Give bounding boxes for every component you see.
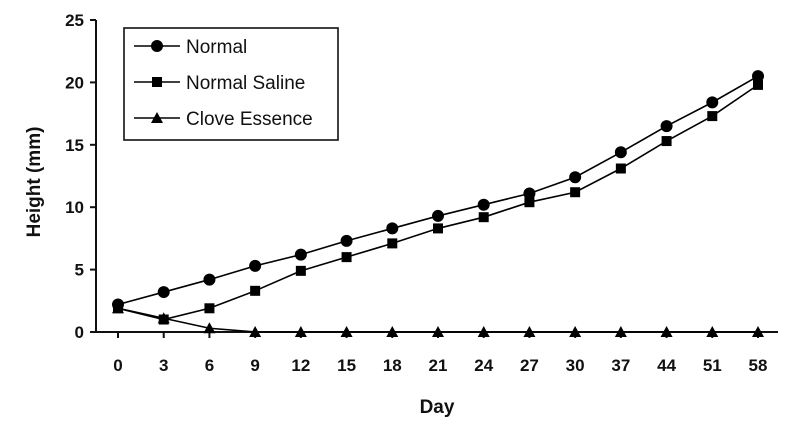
data-point-clove-essence [340,326,353,337]
data-point-clove-essence [660,326,673,337]
data-point-normal-saline [387,238,398,249]
data-point-normal [249,259,262,272]
data-point-normal-saline [707,111,718,122]
data-point-normal [432,209,444,222]
data-point-clove-essence [614,326,627,337]
data-point-normal-saline [433,223,443,234]
data-point-normal [706,96,719,109]
x-tick-label: 51 [703,356,722,375]
data-point-clove-essence [294,326,307,337]
data-point-normal [660,120,673,133]
chart-legend: Normal Normal Saline Clove Essence [123,27,339,141]
data-point-clove-essence [523,326,536,337]
data-point-normal-saline [661,136,672,147]
x-tick-label: 37 [611,356,630,375]
data-point-normal-saline [524,197,535,208]
data-point-clove-essence [432,326,444,337]
data-point-normal [294,248,307,261]
legend-marker-normal [151,40,163,52]
legend-label-normal-saline: Normal Saline [186,73,305,94]
data-point-clove-essence [112,302,124,314]
x-tick-label: 12 [291,356,310,375]
data-point-normal-saline [295,265,306,276]
data-point-normal-saline [341,252,352,263]
x-tick-label: 3 [159,356,168,375]
y-tick-label: 15 [65,136,84,155]
series-clove-essence [112,302,764,337]
x-axis-title: Day [420,397,455,418]
x-tick-label: 9 [250,356,259,375]
data-point-clove-essence [203,322,216,334]
x-tick-label: 58 [749,356,768,375]
data-point-normal-saline [250,285,261,296]
data-point-normal-saline [615,163,626,174]
y-tick-label: 10 [65,198,84,217]
data-point-normal [340,234,353,247]
data-point-clove-essence [706,326,719,337]
data-point-normal [614,146,627,159]
data-point-normal-saline [204,303,215,314]
data-point-clove-essence [477,326,490,337]
x-tick-label: 44 [657,356,676,375]
y-tick-label: 0 [75,323,84,342]
y-tick-label: 20 [65,73,84,92]
data-point-normal-saline [570,187,581,198]
data-point-normal [569,171,582,184]
legend-label-clove-essence: Clove Essence [186,109,313,130]
chart-axes: 0 5 10 15 20 25 0 3 6 9 12 15 18 21 24 27 30 37 44 51 58 [65,11,778,375]
y-tick-label: 25 [65,11,84,30]
legend-marker-normal-saline [152,77,162,87]
data-point-clove-essence [386,326,399,337]
y-axis-title: Height (mm) [24,127,45,238]
x-tick-label: 30 [566,356,585,375]
data-point-normal [477,198,490,211]
data-point-clove-essence [569,326,582,337]
x-tick-label: 27 [520,356,539,375]
data-point-normal-saline [478,212,489,223]
data-point-clove-essence [752,326,764,337]
y-tick-label: 5 [75,261,84,280]
data-point-clove-essence [249,326,262,337]
chart-series [112,70,764,337]
data-point-normal [203,273,216,286]
data-point-normal [386,222,399,235]
legend-marker-clove-essence [151,112,163,123]
data-point-normal-saline [753,79,763,90]
x-tick-label: 18 [383,356,402,375]
legend-label-normal: Normal [186,37,247,58]
x-tick-label: 15 [337,356,356,375]
data-point-normal [157,286,170,299]
series-normal [112,70,764,311]
data-point-clove-essence [157,312,170,324]
x-tick-label: 6 [205,356,214,375]
x-tick-label: 21 [429,356,448,375]
data-point-normal [752,70,764,83]
data-point-normal [523,187,536,200]
x-tick-label: 24 [474,356,493,375]
x-tick-label: 0 [113,356,122,375]
